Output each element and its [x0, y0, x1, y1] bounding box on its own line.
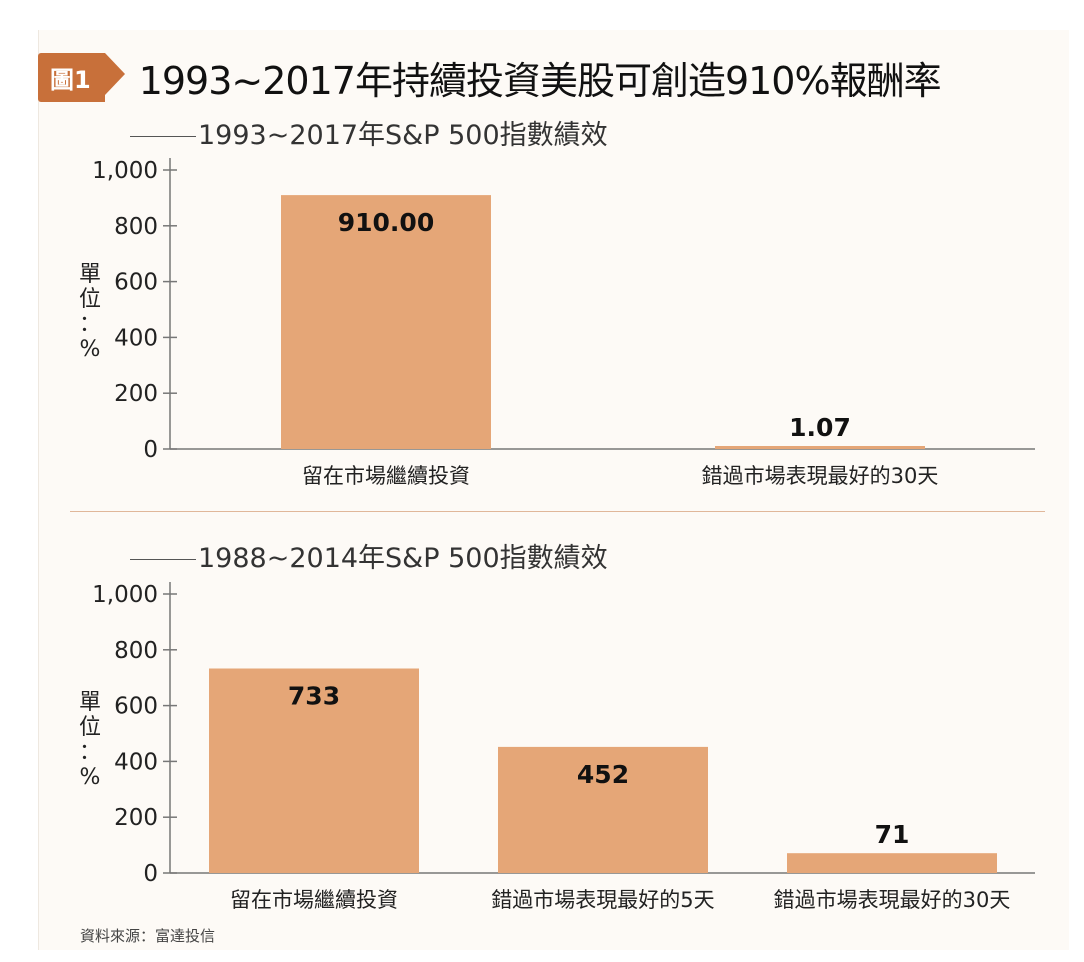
- y-axis-label-char: ：: [78, 312, 101, 337]
- chart1-y-tick-label: 1,000: [92, 158, 158, 184]
- chart2-category-label: 留在市場繼續投資: [230, 888, 398, 912]
- chart2-bar: [787, 853, 997, 873]
- source-note: 資料來源：富達投信: [80, 927, 216, 945]
- figure-title: 1993~2017年持續投資美股可創造910%報酬率: [138, 58, 942, 103]
- chart2-bar: [498, 746, 708, 873]
- y-axis-label-char: 位: [78, 287, 101, 312]
- chart1-bar: [281, 195, 491, 449]
- chart2-category-label: 錯過市場表現最好的30天: [774, 888, 1011, 912]
- chart2-y-tick-label: 0: [143, 861, 158, 887]
- chart1-y-tick-label: 800: [114, 214, 158, 240]
- figure-badge: 圖1: [38, 52, 125, 102]
- y-axis-label-char: ：: [78, 740, 101, 765]
- chart2-y-tick-label: 400: [114, 749, 158, 775]
- chart2-y-tick-label: 1,000: [92, 582, 158, 608]
- chart1-title: 1993~2017年S&P 500指數績效: [198, 120, 608, 151]
- title-dash: [130, 559, 196, 560]
- chart1-category-label: 錯過市場表現最好的30天: [702, 464, 939, 488]
- chart1-category-label: 留在市場繼續投資: [302, 464, 470, 488]
- chart2-value-label: 452: [577, 760, 629, 789]
- y-axis-label-char: %: [79, 337, 101, 362]
- chart1-y-tick-label: 400: [114, 325, 158, 351]
- chart2-y-tick-label: 200: [114, 805, 158, 831]
- chart2-bar: [209, 668, 419, 873]
- chart1-bar: [715, 446, 925, 449]
- chart1-y-tick-label: 0: [143, 437, 158, 463]
- chart2-y-axis-label: 單位：%: [78, 690, 102, 790]
- chart2-value-label: 733: [288, 681, 340, 710]
- chart1-value-label: 910.00: [338, 208, 434, 237]
- chart1-title-row: 1993~2017年S&P 500指數績效: [130, 113, 608, 152]
- figure-header: 圖1 1993~2017年持續投資美股可創造910%報酬率: [38, 48, 942, 106]
- chart1-value-label: 1.07: [789, 413, 851, 442]
- chart2-y-tick-label: 600: [114, 694, 158, 720]
- chart2-title-row: 1988~2014年S&P 500指數績效: [130, 536, 608, 575]
- title-dash: [130, 136, 196, 137]
- y-axis-label-char: 單: [78, 690, 101, 715]
- section-divider: [70, 511, 1045, 512]
- chart2-category-label: 錯過市場表現最好的5天: [491, 888, 714, 912]
- y-axis-label-char: %: [79, 765, 101, 790]
- chart1-y-tick-label: 200: [114, 381, 158, 407]
- chart2-title: 1988~2014年S&P 500指數績效: [198, 543, 608, 574]
- chart2-y-tick-label: 800: [114, 638, 158, 664]
- chart2-value-label: 71: [875, 820, 910, 849]
- chart1-y-tick-label: 600: [114, 270, 158, 296]
- y-axis-label-char: 位: [78, 715, 101, 740]
- chart1-y-axis-label: 單位：%: [78, 262, 102, 362]
- y-axis-label-char: 單: [78, 262, 101, 287]
